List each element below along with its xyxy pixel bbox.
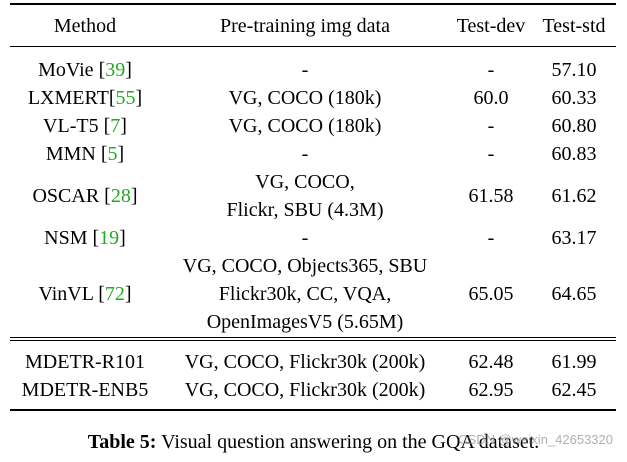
citation-bracket: [ xyxy=(108,87,116,109)
pretrain-data-cell: Flickr30k, CC, VQA, xyxy=(218,283,392,305)
pretrain-data-cell: OpenImagesV5 (5.65M) xyxy=(206,311,404,333)
pretrain-data-cell: VG, COCO, xyxy=(255,171,355,193)
method-cell: MMN [5] xyxy=(10,140,160,168)
citation-bracket: [ xyxy=(104,185,111,207)
method-name: MDETR-R101 xyxy=(25,351,145,373)
method-name: LXMERT xyxy=(27,87,109,109)
citation-bracket: [ xyxy=(103,115,111,137)
citation-bracket: ] xyxy=(124,283,132,305)
citation-bracket: ] xyxy=(125,59,132,81)
method-name: MMN xyxy=(45,143,101,165)
group-rule xyxy=(10,337,616,338)
caption-text: Visual question answering on the GQA dat… xyxy=(156,431,540,453)
header-3: Test-dev xyxy=(456,15,526,37)
pretrain-data-cell: VG, COCO, Objects365, SBU xyxy=(182,255,428,277)
pretrain-data-cell: Flickr, SBU (4.3M) xyxy=(226,199,384,221)
test-std-cell: 61.99 xyxy=(551,351,597,373)
citation-number: 19 xyxy=(99,227,120,249)
pretrain-data-cell: - xyxy=(301,227,309,249)
pretrain-data-cell: - xyxy=(301,143,309,165)
test-std-cell: 62.45 xyxy=(551,379,597,401)
test-std-cell: 60.80 xyxy=(551,115,597,137)
pretrain-data-cell: VG, COCO (180k) xyxy=(228,87,382,109)
watermark: CSDN @weixin_42653320 xyxy=(458,432,613,447)
pretrain-data-cell: VG, COCO, Flickr30k (200k) xyxy=(184,351,426,373)
citation-bracket: ] xyxy=(120,115,127,137)
group-rule xyxy=(10,340,616,341)
test-dev-cell: 60.0 xyxy=(473,87,509,109)
test-std-cell: 57.10 xyxy=(551,59,597,81)
citation-bracket: [ xyxy=(98,59,106,81)
test-std-cell: 64.65 xyxy=(551,283,597,305)
method-cell: VinVL [72] xyxy=(10,280,160,308)
method-name: NSM xyxy=(44,227,93,249)
pretrain-data-cell: VG, COCO (180k) xyxy=(228,115,382,137)
citation-number: 28 xyxy=(110,185,131,207)
citation-bracket: ] xyxy=(119,227,126,249)
header-rule xyxy=(10,46,616,47)
table-caption: Table 5: Visual question answering on th… xyxy=(0,429,627,455)
method-name: VinVL xyxy=(38,283,99,305)
caption-label: Table 5: xyxy=(87,431,157,453)
citation-number: 72 xyxy=(104,283,125,305)
method-name: VL-T5 xyxy=(43,115,104,137)
top-rule xyxy=(10,3,616,5)
method-cell: MDETR-R101 xyxy=(10,348,160,376)
citation-bracket: ] xyxy=(130,185,138,207)
citation-bracket: ] xyxy=(117,143,125,165)
test-dev-cell: - xyxy=(487,143,495,165)
method-cell: OSCAR [28] xyxy=(10,182,160,210)
method-cell: MoVie [39] xyxy=(10,56,160,84)
method-name: OSCAR xyxy=(32,185,105,207)
header-2: Pre-training img data xyxy=(220,15,390,37)
citation-number: 5 xyxy=(107,143,118,165)
citation-bracket: [ xyxy=(98,283,105,305)
citation-number: 39 xyxy=(105,59,126,81)
method-name: MoVie xyxy=(38,59,99,81)
test-std-cell: 60.33 xyxy=(551,87,597,109)
header-4: Test-std xyxy=(542,15,606,37)
test-std-cell: 60.83 xyxy=(551,143,597,165)
test-dev-cell: - xyxy=(487,227,495,249)
method-cell: MDETR-ENB5 xyxy=(10,376,160,404)
method-cell: VL-T5 [7] xyxy=(10,112,160,140)
test-dev-cell: 62.95 xyxy=(468,379,514,401)
test-std-cell: 61.62 xyxy=(551,185,597,207)
pretrain-data-cell: VG, COCO, Flickr30k (200k) xyxy=(184,379,426,401)
citation-number: 55 xyxy=(115,87,136,109)
method-cell: LXMERT[55] xyxy=(10,84,160,112)
header-1: Method xyxy=(53,15,117,37)
test-dev-cell: 62.48 xyxy=(468,351,514,373)
method-cell: NSM [19] xyxy=(10,224,160,252)
test-dev-cell: - xyxy=(487,59,495,81)
citation-bracket: ] xyxy=(135,87,143,109)
test-std-cell: 63.17 xyxy=(551,227,597,249)
citation-bracket: [ xyxy=(100,143,108,165)
method-name: MDETR-ENB5 xyxy=(21,379,149,401)
test-dev-cell: 65.05 xyxy=(468,283,514,305)
test-dev-cell: 61.58 xyxy=(468,185,514,207)
pretrain-data-cell: - xyxy=(301,59,309,81)
citation-bracket: [ xyxy=(92,227,100,249)
bottom-rule xyxy=(10,409,616,411)
test-dev-cell: - xyxy=(487,115,495,137)
citation-number: 7 xyxy=(110,115,121,137)
